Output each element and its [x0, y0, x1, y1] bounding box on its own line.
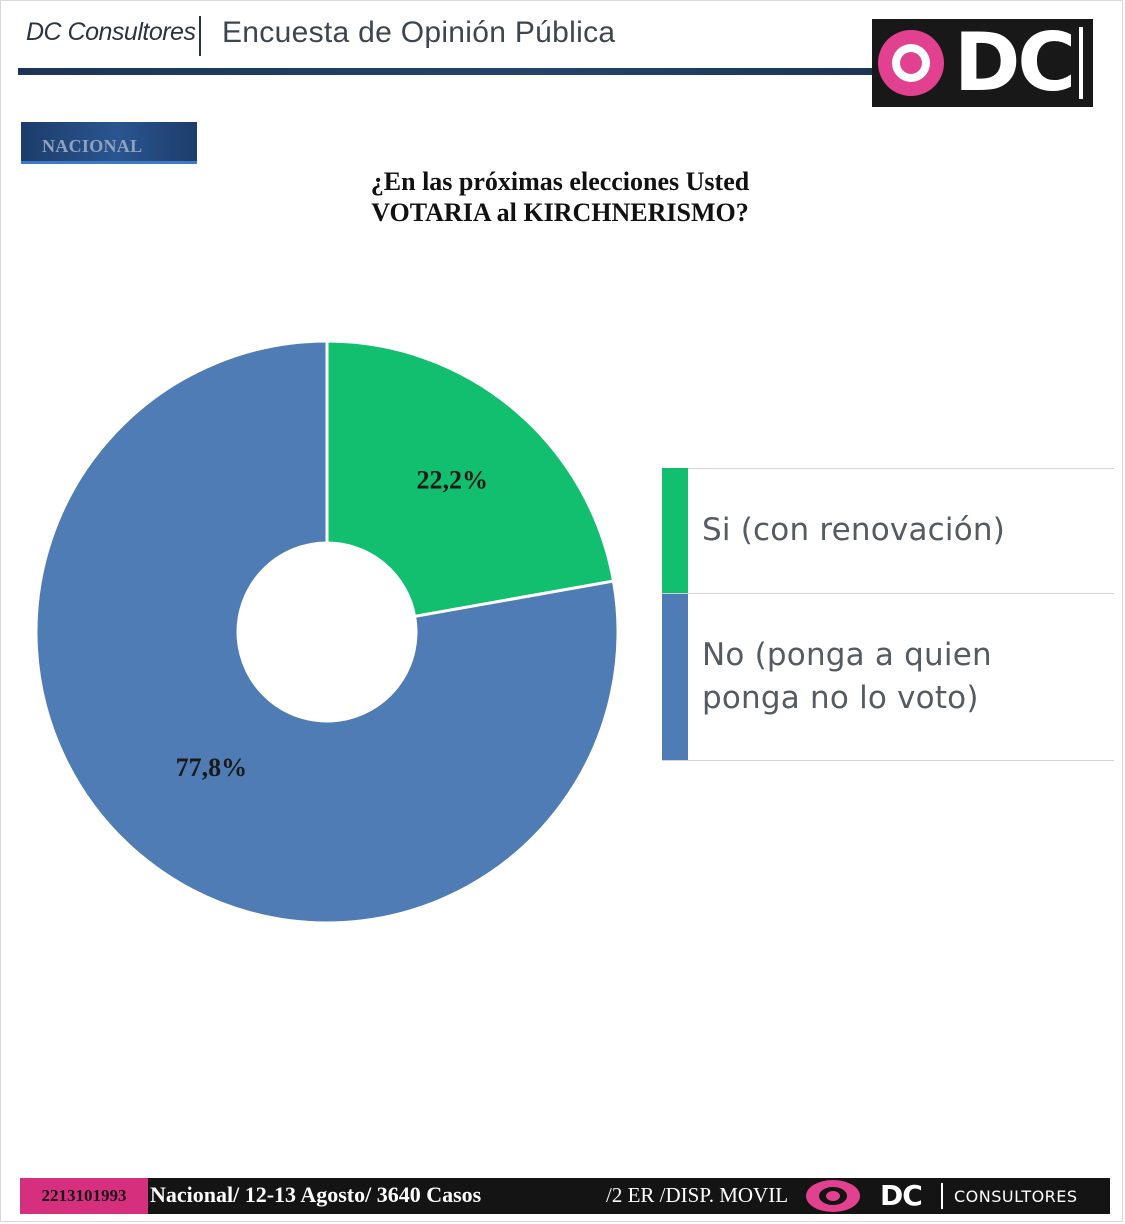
logo-bar — [1079, 27, 1083, 99]
header-separator — [199, 16, 201, 56]
legend-item-no: No (ponga a quien ponga no lo voto) — [662, 594, 1114, 761]
legend-label-si: Si (con renovación) — [702, 512, 1006, 548]
legend-item-si: Si (con renovación) — [662, 468, 1114, 594]
chart-question: ¿En las próximas elecciones Usted VOTARI… — [230, 166, 890, 228]
legend-label-no-line-1: No (ponga a quien — [702, 637, 992, 673]
scope-badge: NACIONAL — [21, 122, 197, 164]
slice-si — [325, 339, 616, 619]
page-title: Encuesta de Opinión Pública — [222, 16, 616, 49]
legend-divider — [662, 468, 1114, 469]
logo-text: DC — [954, 16, 1076, 109]
question-line-2: VOTARIA al KIRCHNERISMO? — [371, 198, 749, 227]
chart-legend: Si (con renovación) No (ponga a quien po… — [662, 468, 1114, 761]
legend-divider — [662, 760, 1114, 761]
footer-logo-consultores: CONSULTORES — [954, 1187, 1078, 1206]
footer-logo-separator — [941, 1183, 943, 1209]
slice-no — [34, 339, 620, 925]
legend-swatch-si — [662, 468, 688, 594]
logo-ring-icon — [878, 30, 944, 96]
question-line-1: ¿En las próximas elecciones Usted — [370, 167, 750, 196]
brand-name: DC Consultores — [26, 18, 196, 46]
footer-method: /2 ER /DISP. MOVIL — [606, 1183, 789, 1207]
footer-survey-info: Nacional/ 12-13 Agosto/ 3640 Casos — [150, 1182, 482, 1207]
dc-logo: DC — [872, 19, 1093, 107]
footer-logo-ring-icon — [806, 1180, 860, 1212]
footer-phone: 2213101993 — [20, 1178, 148, 1214]
footer-logo-dc: DC — [880, 1179, 923, 1212]
donut-chart: 22,2% 77,8% — [34, 339, 620, 925]
scope-badge-label: NACIONAL — [42, 136, 143, 156]
legend-divider — [662, 593, 1114, 594]
legend-label-no-line-2: ponga no lo voto) — [702, 680, 979, 716]
value-label-si: 22,2% — [416, 466, 488, 495]
footer-bar: 2213101993 Nacional/ 12-13 Agosto/ 3640 … — [20, 1178, 1110, 1214]
value-label-no: 77,8% — [176, 753, 248, 782]
header-underline — [18, 68, 878, 75]
legend-swatch-no — [662, 594, 688, 761]
